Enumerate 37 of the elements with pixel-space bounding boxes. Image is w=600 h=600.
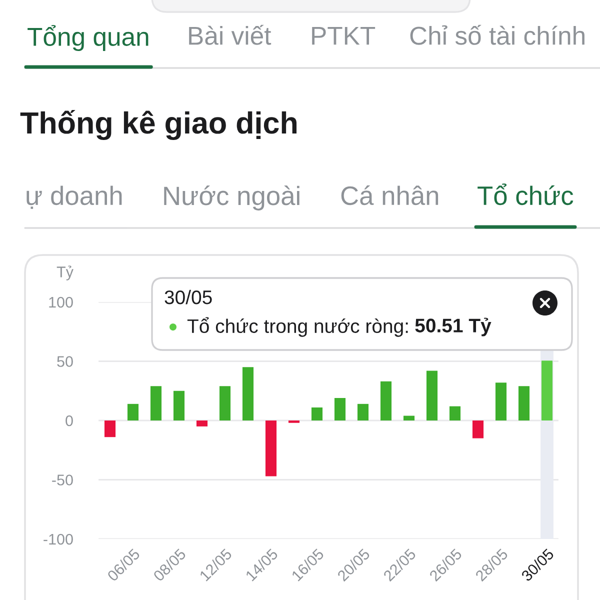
chart-title: Thống kê giao dịch: [20, 110, 297, 140]
y-tick-label: -50: [52, 474, 73, 486]
bar: [150, 386, 162, 420]
bar: [173, 390, 185, 420]
bar: [334, 398, 346, 420]
bar: [196, 420, 208, 426]
bar: [426, 370, 438, 420]
bar: [380, 381, 392, 420]
text: ự doanh: [26, 186, 122, 209]
bar: [219, 386, 231, 420]
bar: [242, 367, 254, 420]
bar: [541, 360, 553, 420]
y-tick-label: 50: [57, 356, 73, 367]
bar: [357, 404, 369, 420]
annotation: 30/05: [164, 290, 212, 304]
text: Nước ngoài: [164, 186, 300, 210]
bar: [472, 420, 484, 438]
bar: [265, 420, 277, 476]
bar: [311, 407, 323, 420]
bar: [449, 406, 461, 420]
bar: [495, 382, 507, 420]
annotation: 50.51 Tỷ: [415, 318, 492, 336]
y-tick-label: 0: [66, 415, 73, 426]
y-axis-title: Tỷ: [56, 266, 74, 280]
annotation: Tổ chức trong nước ròng:: [187, 317, 408, 337]
text: Cá nhân: [341, 185, 438, 206]
text: PTKT: [312, 26, 376, 45]
bar: [127, 404, 139, 420]
text: Chỉ số tài chính: [410, 24, 584, 45]
bar: [403, 416, 415, 420]
bar: [104, 420, 116, 438]
text: Tổng quan: [28, 24, 148, 52]
y-tick-label: 100: [49, 296, 73, 308]
y-tick-label: -100: [44, 534, 73, 545]
text: Tổ chức: [478, 184, 574, 206]
bar: [518, 386, 530, 420]
text: Bài viết: [189, 24, 272, 45]
